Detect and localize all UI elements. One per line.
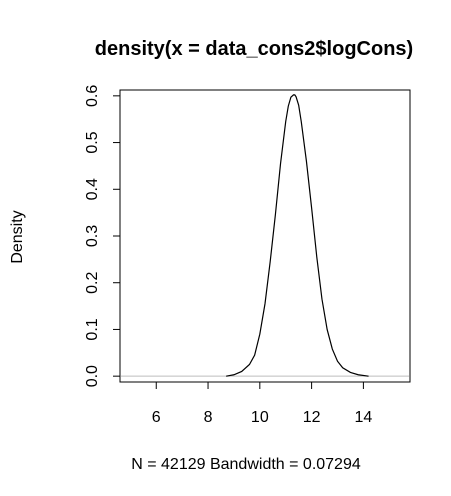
y-tick-label: 0.1 xyxy=(84,318,101,340)
chart-title: density(x = data_cons2$logCons) xyxy=(95,38,413,60)
x-tick-label: 12 xyxy=(303,409,321,426)
x-tick-label: 10 xyxy=(251,409,269,426)
plot-box xyxy=(120,90,410,382)
density-line xyxy=(226,95,368,376)
x-tick-label: 14 xyxy=(354,409,372,426)
y-tick-label: 0.3 xyxy=(84,225,101,247)
y-axis-label: Density xyxy=(9,210,26,263)
y-tick-label: 0.5 xyxy=(84,131,101,153)
x-axis: 6 8 10 12 14 xyxy=(152,382,373,426)
x-axis-label: N = 42129 Bandwidth = 0.07294 xyxy=(131,456,361,473)
y-tick-label: 0.2 xyxy=(84,272,101,294)
y-tick-label: 0.6 xyxy=(84,85,101,107)
x-tick-label: 6 xyxy=(152,409,161,426)
y-tick-label: 0.4 xyxy=(84,178,101,200)
y-tick-label: 0.0 xyxy=(84,365,101,387)
y-axis: 0.0 0.1 0.2 0.3 0.4 0.5 0.6 xyxy=(84,85,120,388)
x-tick-label: 8 xyxy=(204,409,213,426)
